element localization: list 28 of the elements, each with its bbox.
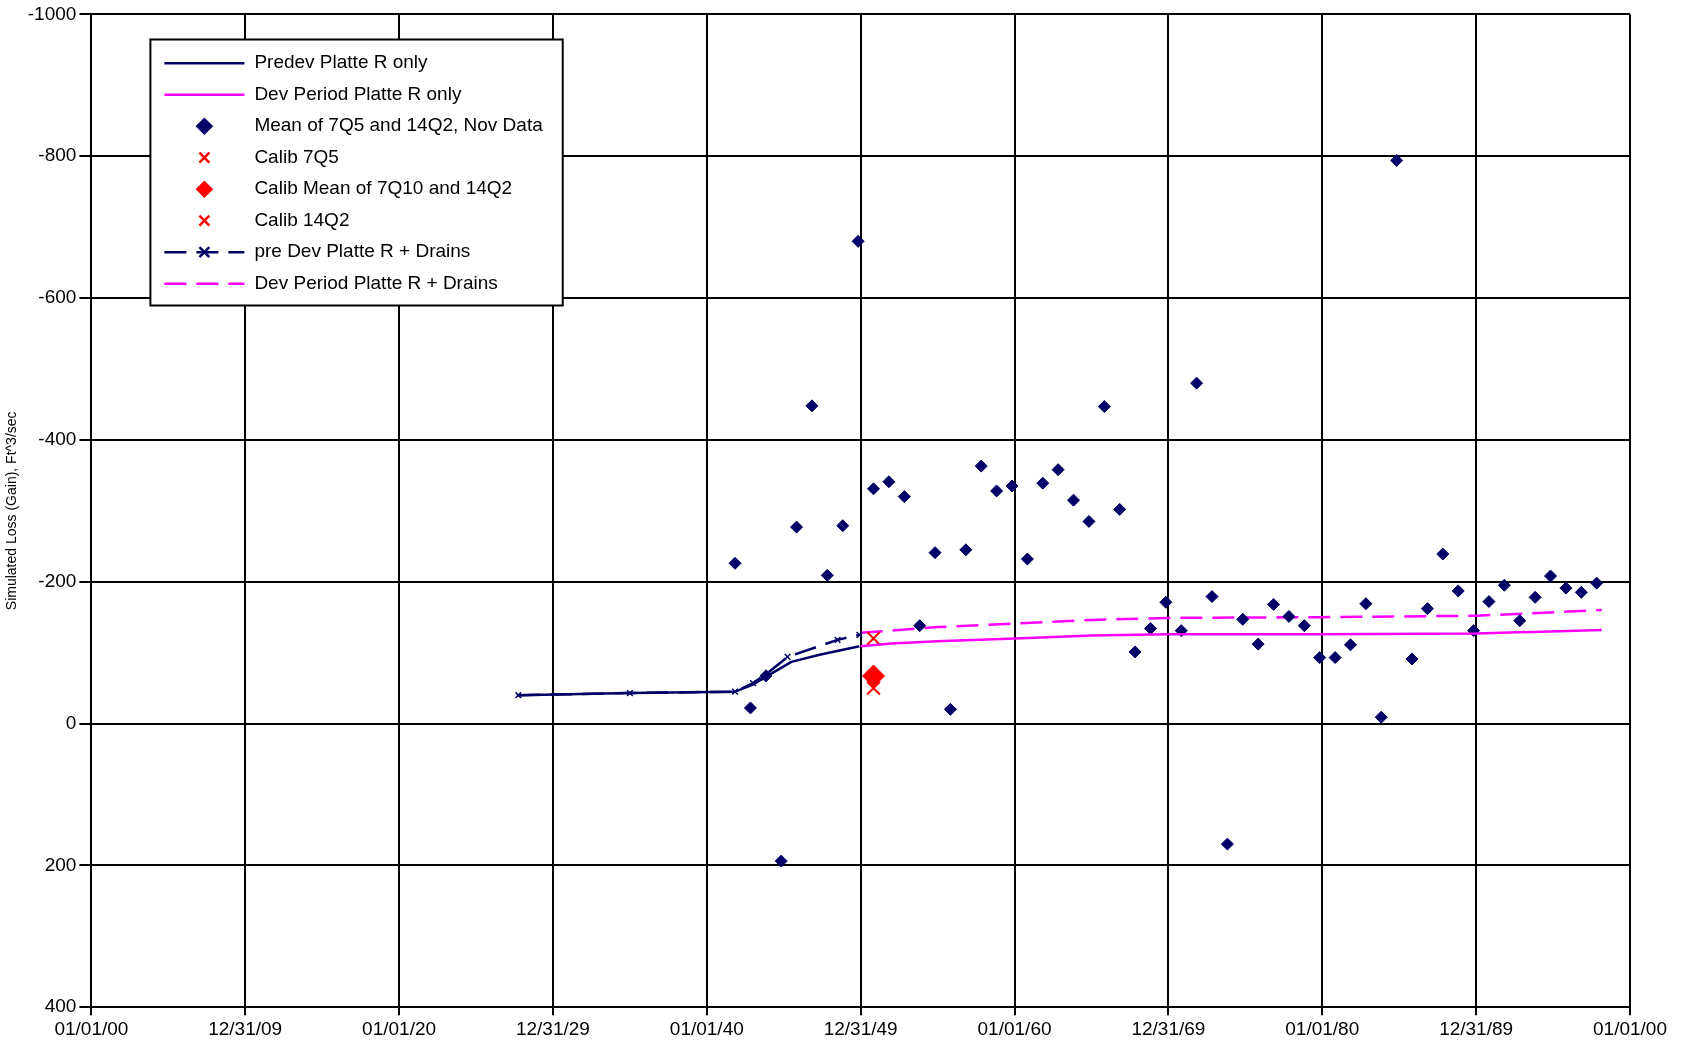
x-tick-label: 12/31/29 — [515, 1017, 590, 1039]
legend-label: Calib Mean of 7Q10 and 14Q2 — [254, 177, 513, 199]
legend-label: Calib 7Q5 — [254, 145, 339, 167]
x-tick-label: 01/01/80 — [1285, 1017, 1360, 1039]
y-tick-label: 0 — [65, 711, 77, 733]
y-axis-title: Simulated Loss (Gain), Ft^3/sec — [3, 411, 20, 611]
y-tick-label: 400 — [44, 995, 77, 1017]
x-tick-label: 01/01/00 — [1593, 1017, 1667, 1039]
y-tick-label: -800 — [38, 144, 77, 166]
y-tick-label: -1000 — [27, 2, 77, 24]
y-tick-label: 200 — [44, 853, 77, 875]
legend-label: Predev Platte R only — [254, 51, 429, 73]
x-tick-label: 12/31/49 — [823, 1017, 898, 1039]
y-tick-label: -200 — [38, 569, 77, 591]
y-tick-label: -600 — [38, 286, 77, 308]
legend-label: pre Dev Platte R + Drains — [254, 240, 471, 262]
legend-label: Dev Period Platte R only — [254, 82, 462, 104]
x-tick-label: 12/31/09 — [208, 1017, 283, 1039]
x-tick-label: 01/01/40 — [669, 1017, 744, 1039]
legend-label: Mean of 7Q5 and 14Q2, Nov Data — [254, 114, 544, 136]
x-tick-label: 01/01/20 — [362, 1017, 437, 1039]
x-tick-label: 01/01/60 — [977, 1017, 1052, 1039]
legend-label: Calib 14Q2 — [254, 208, 350, 230]
legend-label: Dev Period Platte R + Drains — [254, 271, 498, 293]
x-tick-label: 12/31/69 — [1131, 1017, 1206, 1039]
x-tick-label: 01/01/00 — [54, 1017, 129, 1039]
x-tick-label: 12/31/89 — [1439, 1017, 1514, 1039]
y-tick-label: -400 — [38, 428, 77, 450]
